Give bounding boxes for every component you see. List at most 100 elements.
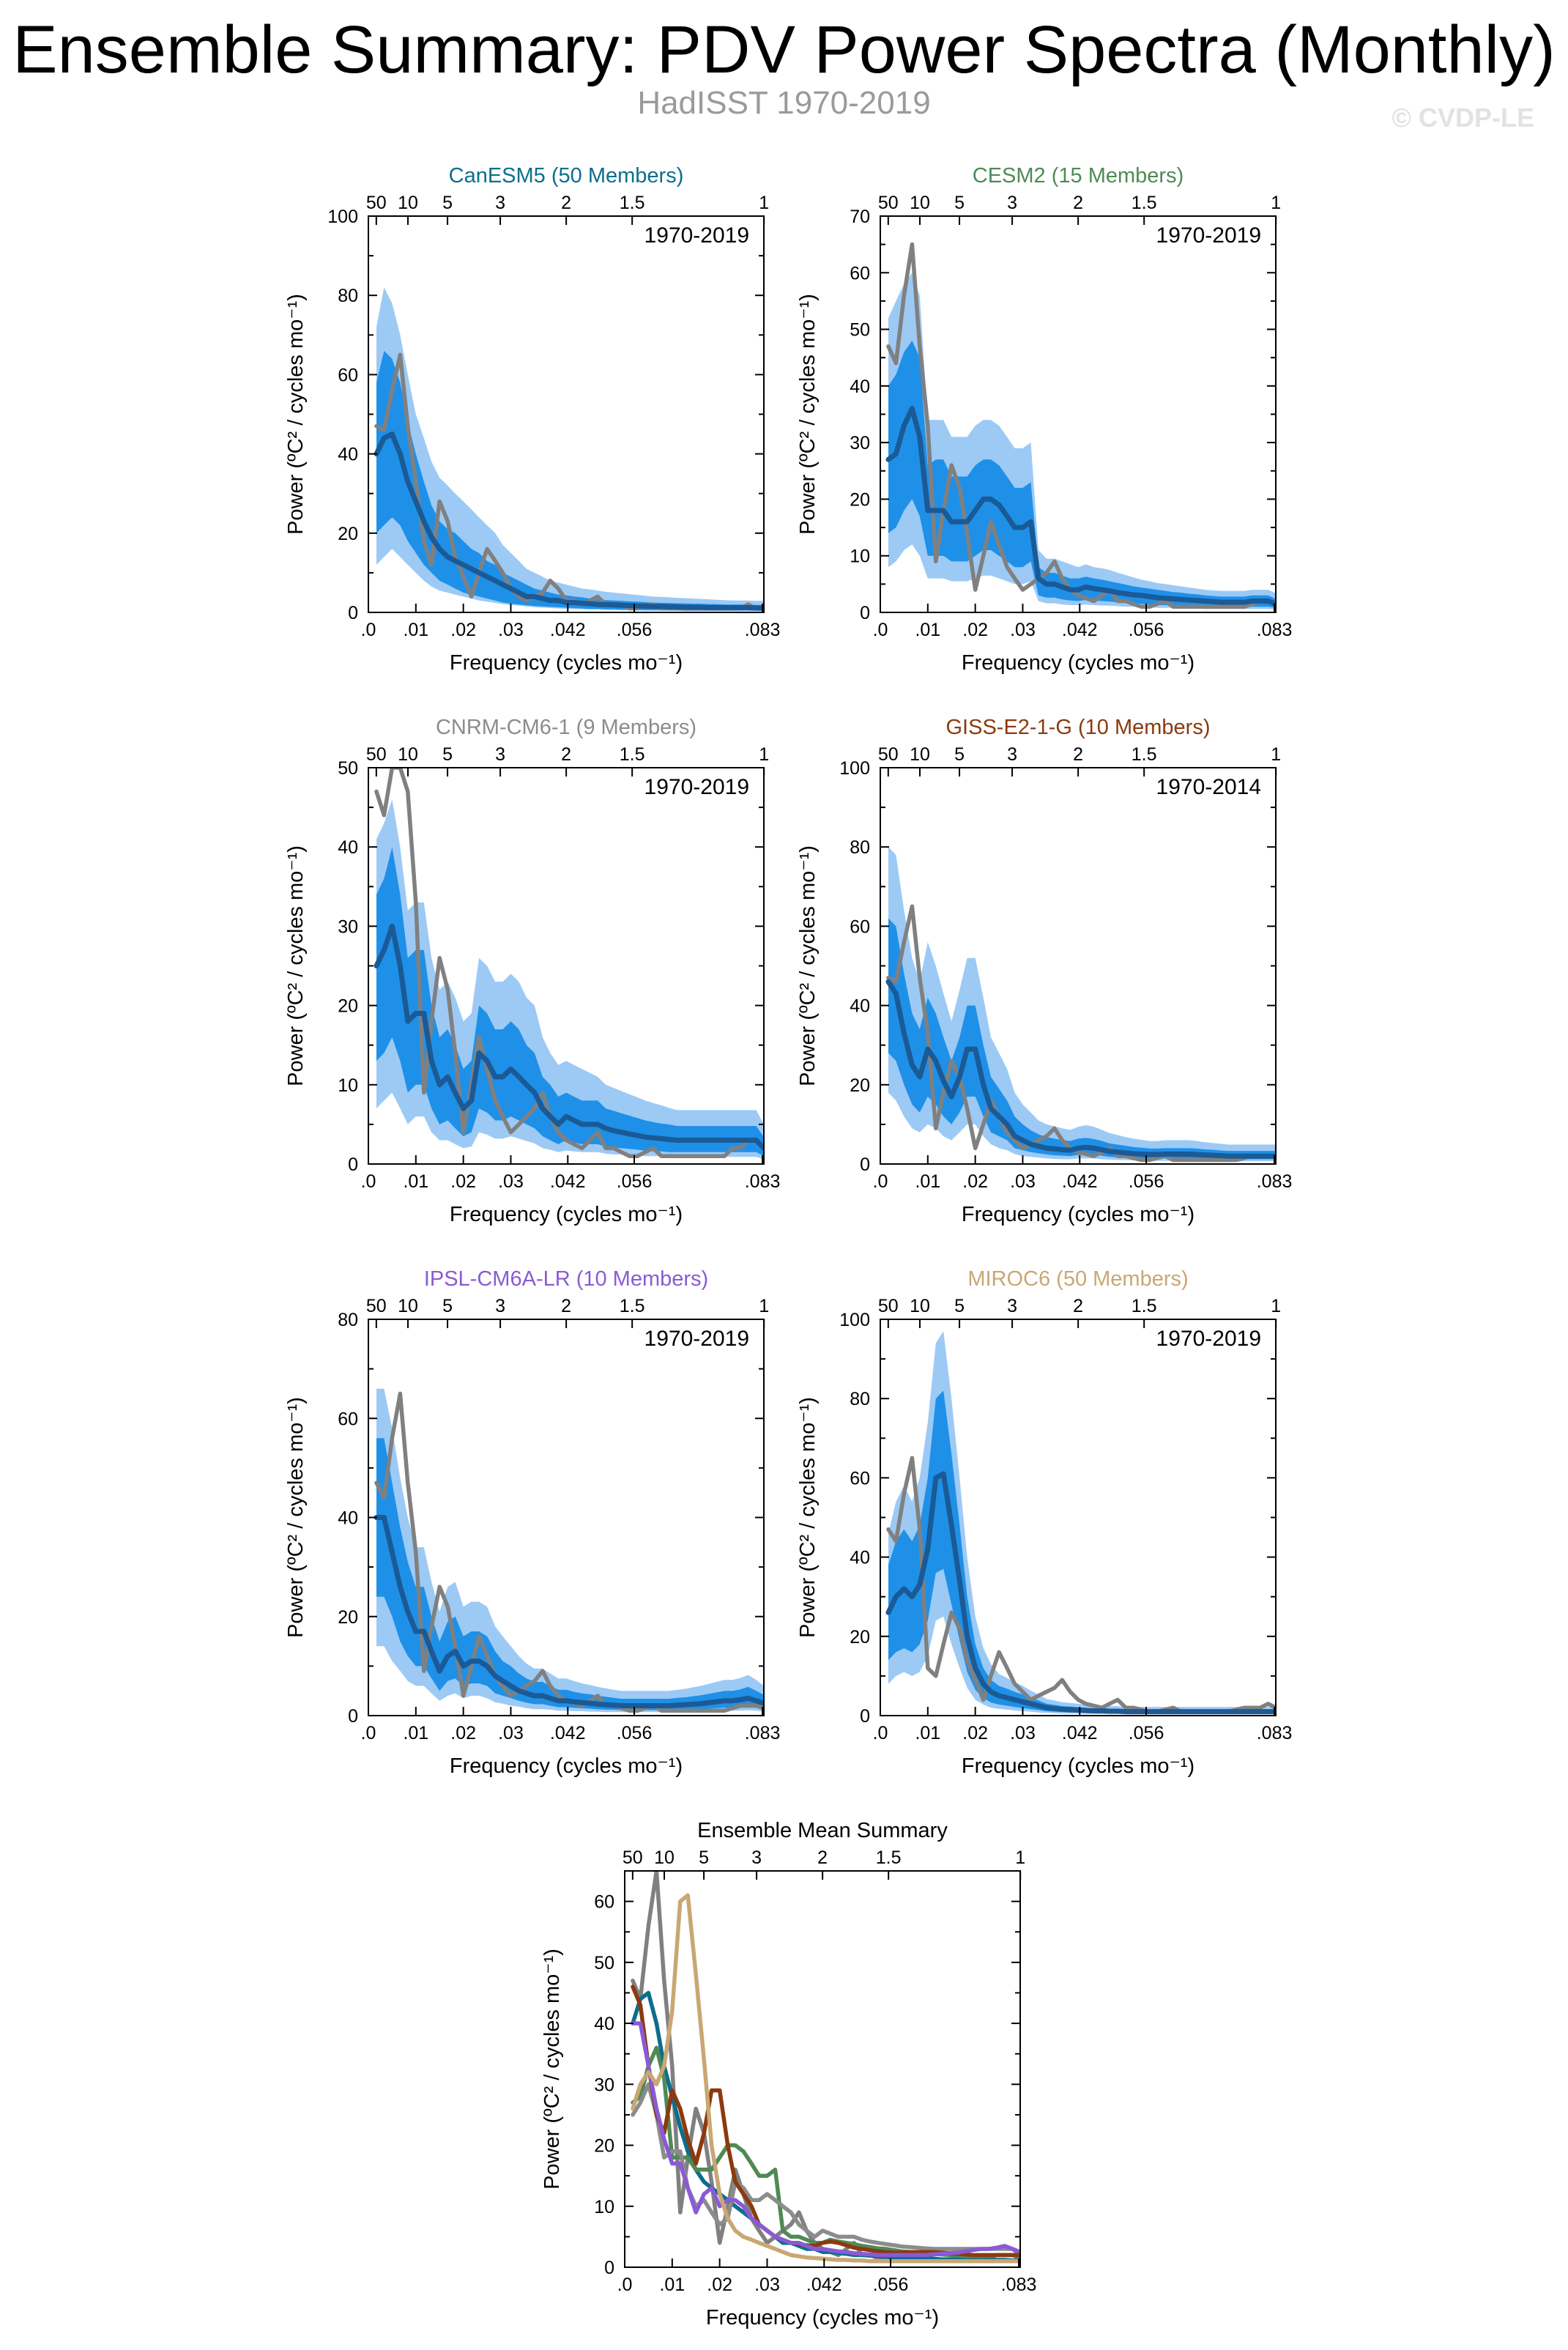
outer-range-band: [376, 287, 764, 612]
top-tick-label: 50: [878, 1296, 899, 1316]
y-tick-label: 0: [348, 1706, 358, 1727]
top-tick-label: 3: [1007, 744, 1017, 765]
period-label: 1970-2019: [644, 1327, 749, 1351]
top-tick-label: 5: [954, 744, 965, 765]
x-tick-label: .01: [659, 2275, 685, 2295]
y-axis-title: Power (ºC² / cycles mo⁻¹): [540, 1949, 564, 2190]
period-label: 1970-2019: [1156, 223, 1261, 248]
y-tick-label: 40: [850, 996, 870, 1017]
y-tick-label: 30: [850, 433, 870, 453]
x-tick-label: .02: [962, 1723, 988, 1743]
x-tick-label: .042: [806, 2275, 842, 2295]
ensemble-mean-line: [374, 1515, 764, 1708]
top-tick-label: 50: [878, 193, 899, 213]
top-tick-label: 2: [1073, 1296, 1083, 1316]
chart-panel-5: 0 20 40 60 80 100 .0 .01 .02 .03 .042 .056 .083 50 10 5…: [796, 1267, 1292, 1778]
page-subtitle: HadISST 1970-2019: [637, 85, 931, 121]
top-tick-label: 3: [495, 744, 505, 765]
chart-panel-3: 0 20 40 60 80 100 .0 .01 .02 .03 .042 .056 .083 50 10 5…: [796, 716, 1292, 1226]
ensemble-mean-line: [885, 979, 1276, 1159]
top-tick-label: 2: [1073, 193, 1083, 213]
y-axis-title: Power (ºC² / cycles mo⁻¹): [284, 845, 308, 1086]
panel-title: GISS-E2-1-G (10 Members): [946, 716, 1211, 739]
top-tick-label: 1.5: [620, 193, 645, 213]
y-tick-label: 0: [348, 603, 358, 623]
model-mean-line-5: [631, 2021, 1020, 2258]
y-tick-label: 60: [850, 1468, 870, 1489]
ensemble-mean-line: [885, 1471, 1276, 1715]
x-tick-label: .042: [1062, 1171, 1098, 1192]
ensemble-mean-line: [885, 406, 1276, 607]
y-axis-title: Power (ºC² / cycles mo⁻¹): [284, 1397, 308, 1638]
top-tick-label: 1.5: [620, 744, 645, 765]
top-tick-label: 3: [751, 1847, 762, 1868]
ensemble-mean-line: [374, 431, 764, 611]
x-tick-label: .01: [915, 620, 940, 640]
x-axis-title: Frequency (cycles mo⁻¹): [450, 1203, 683, 1226]
chart-panel-6: 0 10 20 30 40 50 60 .0 .01 .02 .03 .042 .056 .083 50 10…: [540, 1819, 1036, 2329]
panel-title: MIROC6 (50 Members): [967, 1267, 1188, 1291]
x-tick-label: .056: [617, 1171, 653, 1192]
model-mean-line-4: [631, 1984, 1020, 2258]
x-tick-label: .056: [1129, 1723, 1164, 1743]
top-tick-label: 50: [366, 744, 387, 765]
top-tick-label: 5: [954, 1296, 965, 1316]
period-label: 1970-2019: [1156, 1327, 1261, 1351]
y-tick-label: 60: [850, 916, 870, 937]
x-tick-label: .02: [450, 1723, 476, 1743]
plot-area: [885, 1331, 1276, 1715]
top-tick-label: 2: [561, 744, 571, 765]
y-tick-label: 30: [338, 916, 358, 937]
top-tick-label: 1.5: [1132, 744, 1157, 765]
top-tick-label: 5: [442, 193, 453, 213]
y-tick-label: 10: [850, 546, 870, 567]
plot-frame: [624, 1870, 1021, 2268]
x-tick-label: .0: [873, 1723, 888, 1743]
y-axis-title: Power (ºC² / cycles mo⁻¹): [796, 1397, 820, 1638]
top-tick-label: 1.5: [1132, 193, 1157, 213]
y-tick-label: 50: [594, 1953, 614, 1973]
y-tick-label: 20: [850, 489, 870, 510]
y-tick-label: 0: [860, 1154, 870, 1175]
y-tick-label: 40: [338, 445, 358, 465]
y-tick-label: 40: [594, 2014, 614, 2034]
x-tick-label: .083: [1001, 2275, 1037, 2295]
y-tick-label: 20: [594, 2136, 614, 2157]
page-title: Ensemble Summary: PDV Power Spectra (Mon…: [12, 12, 1556, 87]
x-tick-label: .056: [873, 2275, 909, 2295]
x-tick-label: .0: [361, 620, 376, 640]
y-axis-title: Power (ºC² / cycles mo⁻¹): [796, 845, 820, 1086]
y-tick-label: 20: [338, 996, 358, 1017]
y-tick-label: 20: [338, 524, 358, 544]
panel-title: IPSL-CM6A-LR (10 Members): [424, 1267, 708, 1291]
x-tick-label: .042: [550, 620, 586, 640]
y-tick-label: 40: [850, 1548, 870, 1568]
x-axis-title: Frequency (cycles mo⁻¹): [962, 1203, 1194, 1226]
period-label: 1970-2019: [644, 775, 749, 799]
model-mean-line-3: [631, 2082, 1020, 2258]
observations-line: [374, 768, 764, 1158]
top-tick-label: 2: [817, 1847, 828, 1868]
x-tick-label: .01: [403, 1171, 428, 1192]
top-tick-label: 3: [495, 1296, 505, 1316]
chart-panel-1: 0 10 20 30 40 50 60 70 .0 .01 .02 .03 .042 .056 .083 50…: [796, 164, 1292, 675]
outer-range-band: [888, 273, 1276, 610]
top-tick-label: 5: [954, 193, 965, 213]
x-tick-label: .0: [873, 620, 888, 640]
ensemble-mean-line: [374, 923, 764, 1151]
top-tick-label: 1: [1271, 193, 1281, 213]
top-tick-label: 10: [910, 1296, 930, 1316]
x-tick-label: .042: [550, 1723, 586, 1743]
chart-panel-4: 0 20 40 60 80 .0 .01 .02 .03 .042 .056 .083 50 10 5 3 2 1…: [284, 1267, 780, 1778]
observations-line: [886, 904, 1276, 1163]
y-tick-label: 50: [338, 758, 358, 779]
x-tick-label: .0: [361, 1723, 376, 1743]
x-tick-label: .02: [962, 1171, 988, 1192]
x-axis-title: Frequency (cycles mo⁻¹): [450, 1754, 683, 1778]
top-tick-label: 10: [910, 744, 930, 765]
model-mean-line-6: [631, 1893, 1020, 2264]
top-tick-label: 3: [495, 193, 505, 213]
y-tick-label: 20: [850, 1075, 870, 1096]
y-tick-label: 40: [338, 1508, 358, 1529]
